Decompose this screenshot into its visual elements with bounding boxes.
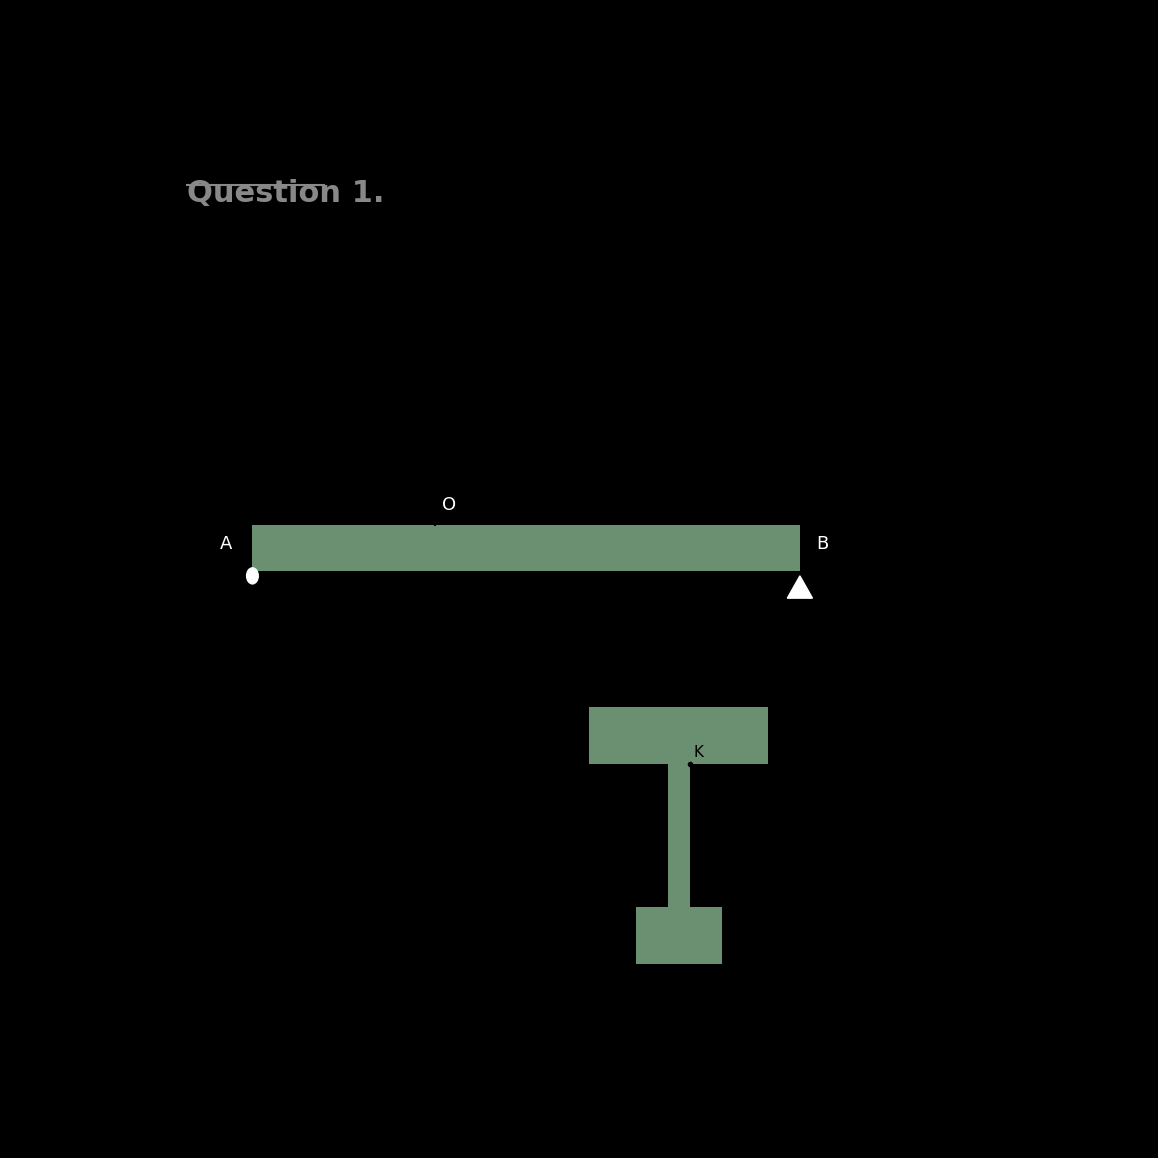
Polygon shape [787, 576, 813, 599]
Bar [668, 764, 689, 907]
Bar [636, 907, 721, 963]
Text: K: K [694, 745, 704, 760]
Bar [252, 525, 800, 571]
Text: Question 1.: Question 1. [186, 179, 384, 208]
Text: B: B [816, 535, 828, 552]
Ellipse shape [247, 567, 258, 584]
Bar [589, 706, 769, 764]
Text: O: O [442, 497, 456, 514]
Text: A: A [220, 535, 233, 552]
